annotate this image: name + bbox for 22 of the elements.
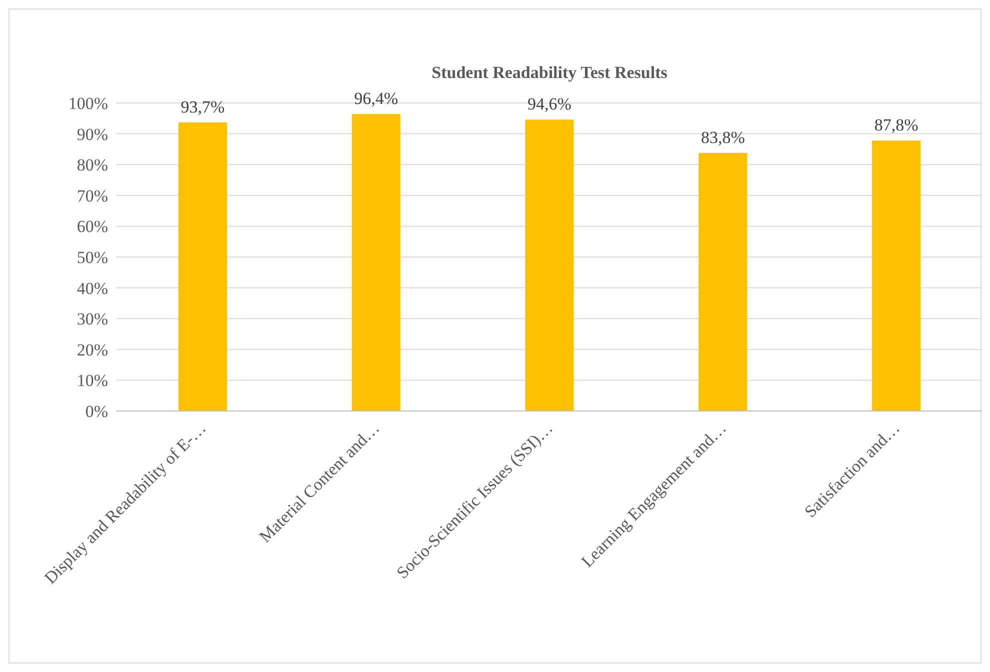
data-label: 83,8% [700,128,745,147]
bar [525,120,574,411]
data-label: 87,8% [874,116,918,135]
y-tick-label: 10% [76,371,108,390]
bar [178,122,227,411]
bar [352,114,400,411]
y-tick-label: 90% [76,124,108,144]
y-tick-label: 0% [85,402,108,421]
y-tick-label: 20% [76,340,108,360]
bar [698,152,748,411]
y-tick-label: 100% [68,94,108,113]
chart-title: Student Readability Test Results [432,63,668,82]
data-label: 94,6% [528,94,572,114]
data-label: 93,7% [180,97,225,116]
y-tick-label: 40% [76,278,108,298]
y-tick-label: 70% [76,186,108,206]
y-tick-label: 60% [76,217,108,236]
data-label: 96,4% [354,89,398,108]
bar [872,140,921,411]
y-tick-label: 50% [76,248,108,267]
y-tick-label: 80% [76,156,108,175]
y-tick-label: 30% [76,310,108,329]
